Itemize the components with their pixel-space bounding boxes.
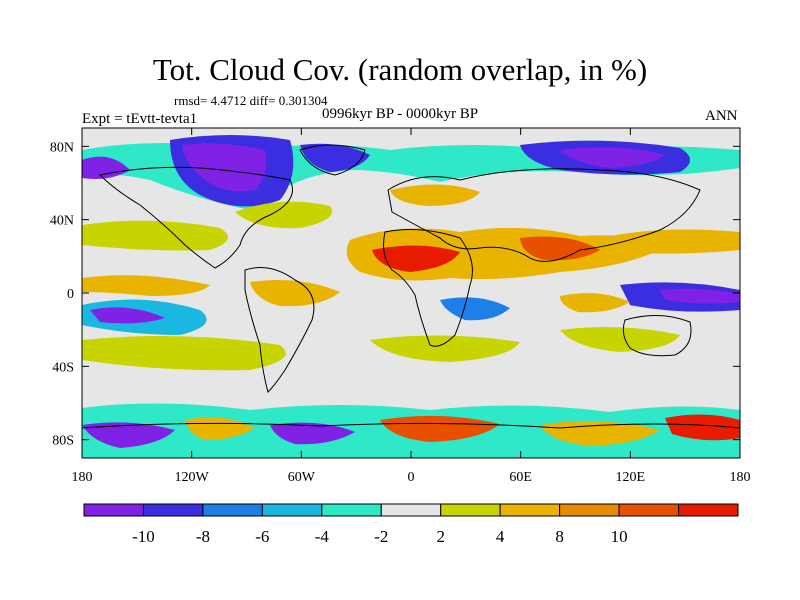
x-tick-label: 60W	[288, 470, 316, 485]
antarctic-red-east	[665, 414, 740, 441]
colorbar-label: 4	[496, 527, 505, 546]
south-america-orange	[250, 279, 340, 307]
season-label: ANN	[705, 108, 738, 124]
colorbar-label: -2	[374, 527, 388, 546]
colorbar-label: -8	[196, 527, 210, 546]
south-atlantic-yellow-band	[370, 335, 520, 362]
greenland-blue-zone	[300, 143, 370, 172]
colorbar-label: -4	[315, 527, 330, 546]
siberia-purple-zone	[560, 147, 665, 168]
colorbar-swatch	[440, 503, 501, 517]
x-tick-label: 180	[72, 470, 93, 485]
north-atlantic-yellow	[235, 201, 332, 229]
y-tick-label: 0	[67, 287, 74, 302]
colorbar-swatch	[559, 503, 620, 517]
colorbar-swatch	[261, 503, 323, 517]
experiment-label: Expt = tEvtt-tevta1	[82, 111, 198, 127]
australia-yellow-band	[560, 326, 680, 352]
colorbar-label: -10	[132, 527, 155, 546]
colorbar-swatch	[380, 503, 442, 517]
east-africa-blue-zone	[440, 297, 510, 321]
canada-purple-zone	[182, 143, 267, 192]
colorbar-swatch	[202, 503, 263, 517]
antarctic-purple-central	[270, 422, 355, 445]
sahara-red-zone	[372, 245, 460, 272]
colorbar-label: 8	[555, 527, 564, 546]
alaska-purple-zone	[82, 156, 130, 179]
x-tick-label: 120E	[616, 470, 646, 485]
west-pacific-purple-band	[660, 288, 740, 304]
x-tick-label: 60E	[509, 470, 532, 485]
colorbar-swatch	[618, 503, 680, 517]
y-tick-label: 40S	[52, 360, 74, 375]
colorbar-swatch	[678, 503, 739, 517]
period-label: 0996kyr BP - 0000kyr BP	[322, 106, 479, 122]
colorbar-label: 2	[436, 527, 445, 546]
colorbar: -10 -8 -6 -4 -2 2 4 8 10	[83, 503, 739, 546]
antarctic-purple-west	[82, 422, 175, 448]
east-pacific-purple-band	[90, 307, 165, 324]
y-tick-label: 80S	[52, 434, 74, 449]
antarctic-red-central	[380, 415, 500, 442]
europe-orange-zone	[390, 184, 480, 206]
colorbar-swatch	[83, 503, 144, 517]
maritime-continent-orange	[560, 293, 630, 313]
x-tick-label: 0	[408, 470, 415, 485]
colorbar-swatch	[142, 503, 204, 517]
map-title: Tot. Cloud Cov. (random overlap, in %)	[152, 52, 648, 87]
india-red-zone	[520, 236, 600, 261]
colorbar-label: -6	[255, 527, 269, 546]
coastlines	[82, 144, 740, 429]
y-axis: 80N 40N 0 40S 80S	[50, 140, 740, 449]
colorbar-label: 10	[611, 527, 628, 546]
x-axis: 180 120W 60W 0 60E 120E 180	[72, 128, 751, 485]
colorbar-swatch	[321, 503, 382, 517]
y-tick-label: 80N	[50, 140, 74, 155]
stats-line: rmsd= 4.4712 diff= 0.301304	[174, 93, 328, 108]
itcz-orange-band	[82, 275, 210, 296]
y-tick-label: 40N	[50, 214, 74, 229]
south-pacific-yellow-band	[82, 336, 286, 371]
x-tick-label: 120W	[175, 470, 210, 485]
anomaly-field	[82, 128, 740, 458]
x-tick-label: 180	[730, 470, 751, 485]
colorbar-swatch	[499, 503, 561, 517]
pacific-yellow-band	[82, 220, 228, 251]
